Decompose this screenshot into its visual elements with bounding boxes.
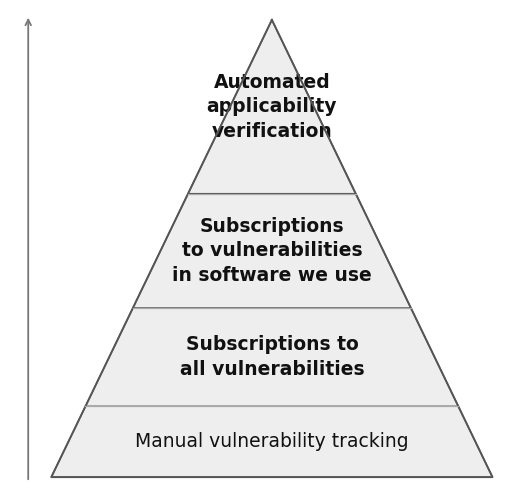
Text: Automated
applicability
verification: Automated applicability verification [207,73,337,141]
Polygon shape [86,308,458,406]
Text: Manual vulnerability tracking: Manual vulnerability tracking [135,432,409,451]
Polygon shape [133,194,411,308]
Text: Subscriptions to
all vulnerabilities: Subscriptions to all vulnerabilities [180,335,364,379]
Text: Subscriptions
to vulnerabilities
in software we use: Subscriptions to vulnerabilities in soft… [172,217,372,285]
Polygon shape [188,20,356,194]
Polygon shape [51,406,492,477]
